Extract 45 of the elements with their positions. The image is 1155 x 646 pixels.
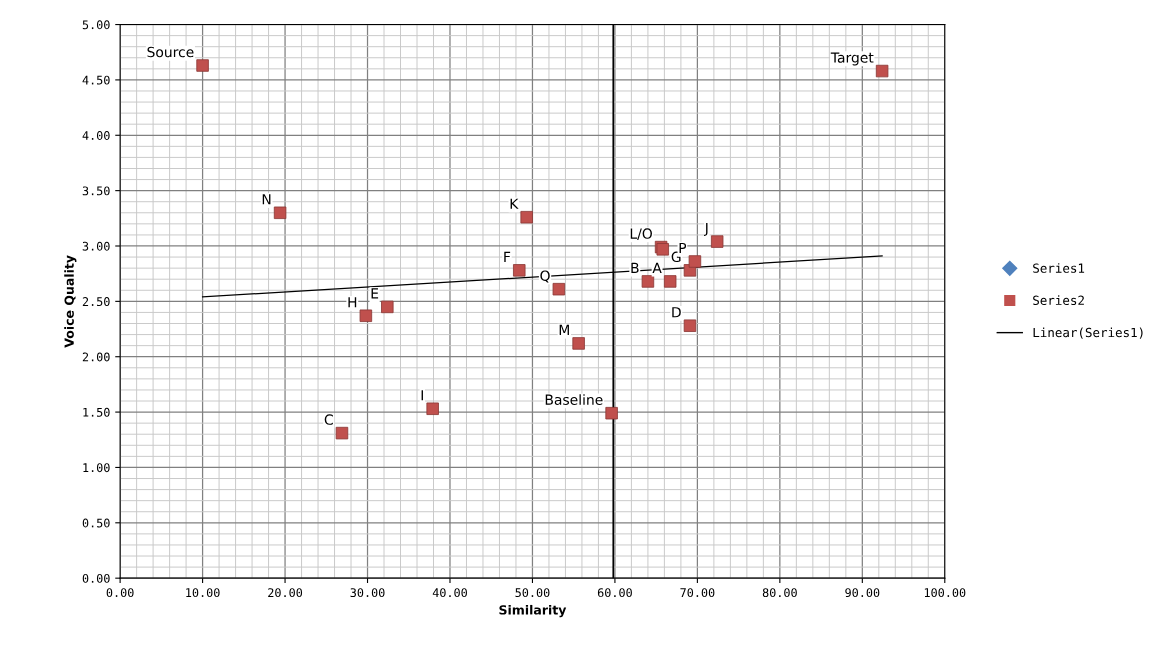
y-tick-label: 3.00 xyxy=(82,241,110,251)
legend-label: Series1 xyxy=(1033,263,1085,273)
x-tick-label: 70.00 xyxy=(680,588,715,598)
y-tick-label: 4.50 xyxy=(82,75,110,85)
annotation: L/O xyxy=(630,228,652,240)
y-tick-label: 2.00 xyxy=(82,352,110,362)
annotation: M xyxy=(559,324,569,335)
y-tick-label: 2.50 xyxy=(82,297,110,307)
x-tick-label: 30.00 xyxy=(350,588,385,598)
annotation: C xyxy=(324,414,333,425)
x-tick-label: 10.00 xyxy=(186,588,220,598)
y-axis-title: Voice Quality xyxy=(64,255,77,348)
x-tick-label: 80.00 xyxy=(762,588,797,598)
annotation: F xyxy=(504,251,511,262)
legend-label: Series2 xyxy=(1033,295,1084,306)
y-tick-label: 1.00 xyxy=(83,463,110,473)
annotation: K xyxy=(510,198,519,209)
annotation: N xyxy=(262,194,271,205)
annotation: I xyxy=(421,390,423,401)
legend-label: Linear(Series1) xyxy=(1033,327,1143,339)
annotation: P xyxy=(679,242,687,254)
annotation: Baseline xyxy=(545,394,603,405)
x-tick-label: 60.00 xyxy=(597,588,632,598)
y-tick-label: 1.50 xyxy=(83,407,110,417)
y-tick-label: 0.00 xyxy=(82,573,110,583)
annotation: J xyxy=(704,223,708,236)
annotation: A xyxy=(652,262,662,273)
x-tick-label: 100.00 xyxy=(924,588,966,598)
annotation: H xyxy=(348,297,357,308)
x-tick-label: 0.00 xyxy=(106,588,134,598)
annotation: E xyxy=(371,288,379,299)
y-tick-label: 3.50 xyxy=(82,186,110,196)
x-tick-label: 40.00 xyxy=(432,588,467,598)
annotation: D xyxy=(672,307,681,318)
x-axis-title: Similarity xyxy=(499,604,567,618)
annotation: Target xyxy=(830,52,874,66)
y-tick-label: 5.00 xyxy=(82,20,110,30)
annotation: Source xyxy=(147,46,194,58)
annotation: Q xyxy=(540,270,550,283)
y-tick-label: 4.00 xyxy=(82,131,110,140)
x-tick-label: 90.00 xyxy=(845,588,880,598)
annotation: B xyxy=(631,262,639,273)
x-tick-label: 50.00 xyxy=(515,588,550,598)
y-tick-label: 0.50 xyxy=(82,518,110,528)
x-tick-label: 20.00 xyxy=(268,588,303,598)
